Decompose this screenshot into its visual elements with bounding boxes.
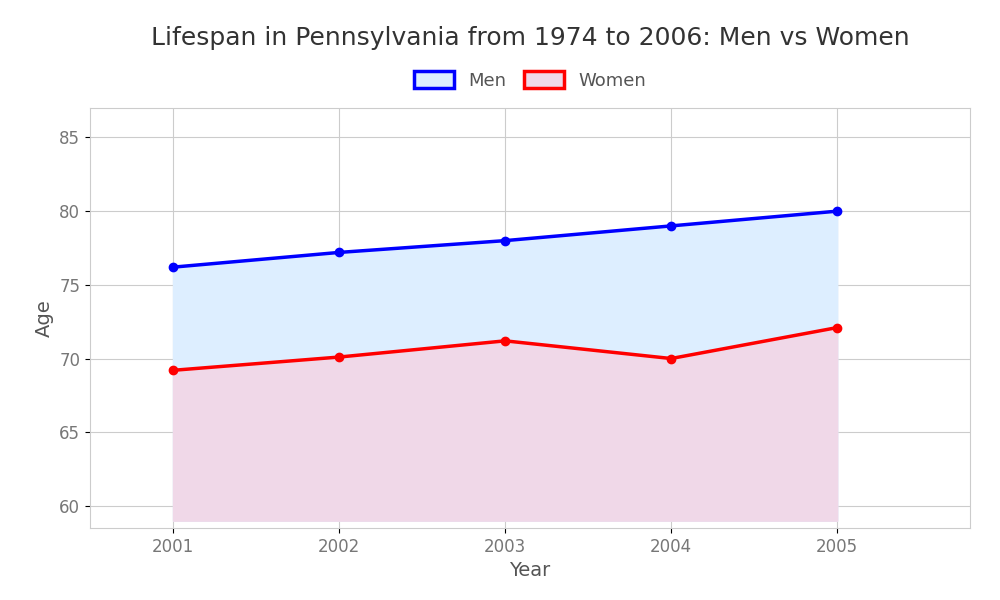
Women — [831, 324, 843, 331]
Men — [831, 208, 843, 215]
Men — [499, 237, 511, 244]
Men — [665, 222, 677, 229]
Women — [333, 353, 345, 361]
Women — [665, 355, 677, 362]
Line: Women: Women — [169, 323, 841, 374]
Line: Men: Men — [169, 207, 841, 271]
Legend: Men, Women: Men, Women — [405, 62, 655, 99]
Men — [333, 249, 345, 256]
Women — [167, 367, 179, 374]
X-axis label: Year: Year — [509, 561, 551, 580]
Men — [167, 263, 179, 271]
Title: Lifespan in Pennsylvania from 1974 to 2006: Men vs Women: Lifespan in Pennsylvania from 1974 to 20… — [151, 26, 909, 50]
Y-axis label: Age: Age — [35, 299, 54, 337]
Women — [499, 337, 511, 344]
